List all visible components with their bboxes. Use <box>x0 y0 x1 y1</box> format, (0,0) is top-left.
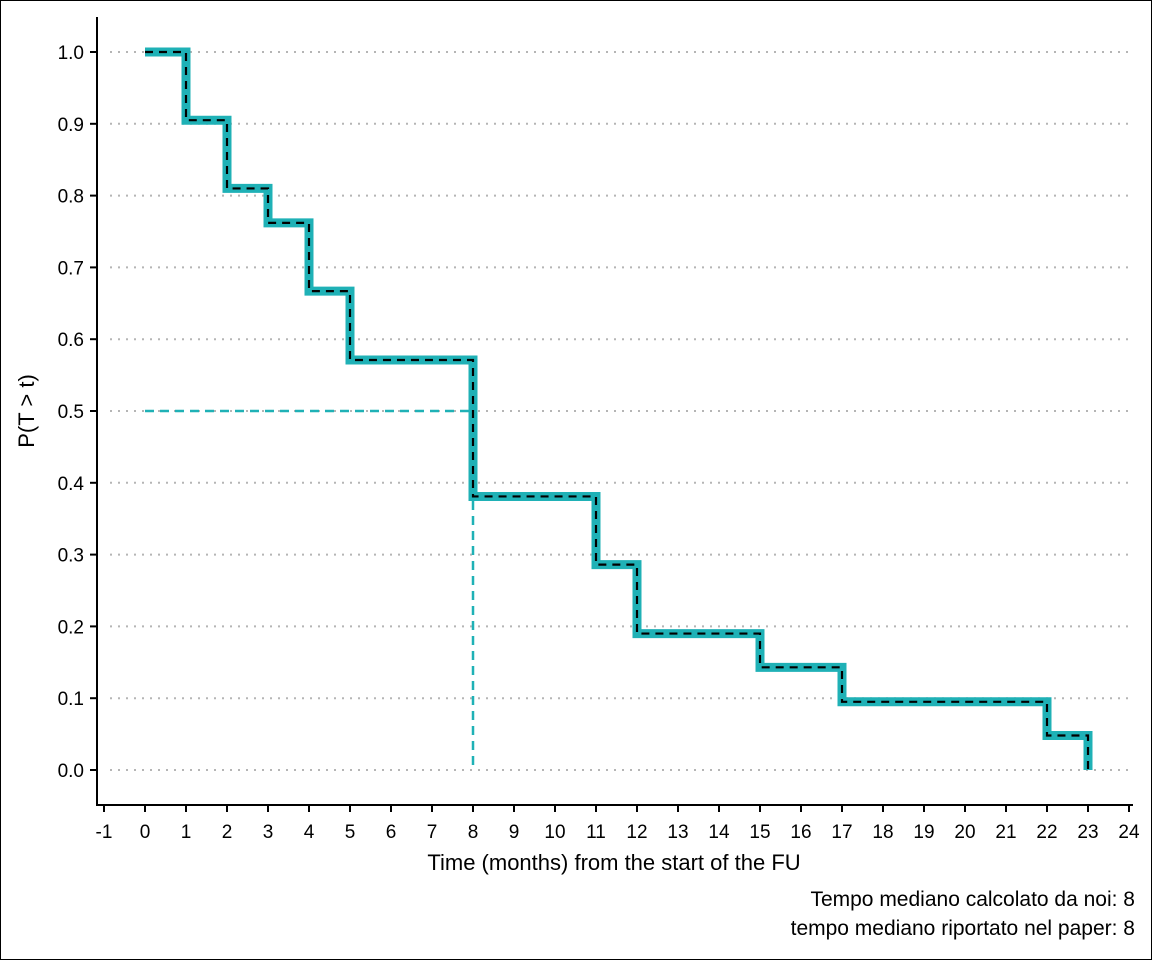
x-tick-label: 1 <box>181 822 192 843</box>
x-tick-label: 3 <box>263 822 274 843</box>
x-tick-label: 9 <box>509 822 520 843</box>
y-tick-label: 0.8 <box>58 187 84 208</box>
x-tick-label: 11 <box>586 822 606 843</box>
x-tick-label: 18 <box>872 822 893 843</box>
x-tick-label: 24 <box>1118 822 1140 843</box>
x-tick-label: 17 <box>831 822 852 843</box>
y-ticks: 0.0 0.1 0.2 0.3 0.4 0.5 0.6 0.7 0.8 0.9 1.0 <box>58 43 97 782</box>
x-tick-label: 0 <box>140 822 151 843</box>
y-tick-label: 0.0 <box>58 761 84 782</box>
x-tick-label: 12 <box>626 822 647 843</box>
y-tick-label: 0.6 <box>58 330 84 351</box>
x-tick-label: 10 <box>544 822 565 843</box>
x-tick-label: 19 <box>913 822 934 843</box>
x-tick-label: 6 <box>386 822 397 843</box>
y-tick-label: 0.3 <box>58 546 84 567</box>
x-tick-label: 8 <box>468 822 479 843</box>
caption-line-1: Tempo mediano calcolato da noi: 8 <box>810 888 1135 911</box>
y-axis-title: P(T > t) <box>14 374 39 448</box>
y-tick-label: 0.5 <box>58 402 84 423</box>
y-tick-label: 1.0 <box>58 43 84 64</box>
y-tick-label: 0.7 <box>58 258 84 279</box>
y-tick-label: 0.4 <box>58 474 85 495</box>
x-tick-label: 5 <box>345 822 356 843</box>
x-tick-label: 14 <box>708 822 730 843</box>
caption-line-2: tempo mediano riportato nel paper: 8 <box>790 917 1135 940</box>
x-tick-label: 20 <box>954 822 975 843</box>
x-tick-label: 22 <box>1036 822 1057 843</box>
y-tick-label: 0.9 <box>58 115 84 136</box>
x-axis-title: Time (months) from the start of the FU <box>427 850 800 875</box>
y-tick-label: 0.2 <box>58 617 84 638</box>
x-tick-label: 16 <box>790 822 811 843</box>
x-tick-label: 15 <box>749 822 770 843</box>
data-layer <box>145 47 1093 770</box>
x-tick-label: 23 <box>1077 822 1098 843</box>
x-ticks: -1 0 1 2 3 4 5 6 7 8 9 10 11 12 13 14 15 16 17 18 19 20 21 22 23… <box>96 805 1140 843</box>
x-tick-label: 7 <box>427 822 438 843</box>
x-tick-label: -1 <box>96 822 113 843</box>
grid-layer <box>110 51 1133 771</box>
x-tick-label: 13 <box>667 822 688 843</box>
survival-curve-dashed <box>145 50 1090 770</box>
x-tick-label: 4 <box>304 822 315 843</box>
y-tick-label: 0.1 <box>58 689 84 710</box>
x-tick-label: 2 <box>222 822 233 843</box>
x-tick-label: 21 <box>995 822 1016 843</box>
